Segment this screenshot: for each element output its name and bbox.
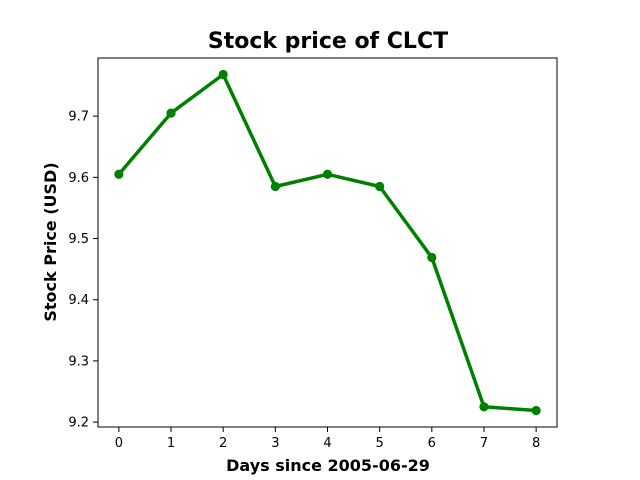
x-tick-label: 3	[271, 436, 279, 451]
data-point	[218, 69, 228, 80]
x-tick-label: 4	[323, 436, 331, 451]
data-point	[166, 108, 176, 118]
data-point	[375, 181, 385, 192]
data-point	[479, 402, 489, 412]
x-tick-label: 7	[480, 436, 488, 451]
y-axis: 9.2 9.3 9.4 9.5 9.6 9.7	[68, 110, 98, 431]
x-tick-label: 5	[376, 436, 384, 451]
x-axis-label: Days since 2005-06-29	[226, 456, 430, 475]
y-tick-label: 9.2	[68, 416, 89, 431]
y-tick-label: 9.5	[68, 232, 89, 247]
x-tick-label: 2	[219, 436, 227, 451]
y-tick-label: 9.7	[68, 110, 89, 125]
x-tick-label: 8	[532, 436, 540, 451]
series-layer	[114, 69, 541, 416]
y-tick-label: 9.4	[68, 293, 89, 308]
chart-title: Stock price of CLCT	[208, 29, 448, 54]
x-tick-label: 1	[167, 436, 175, 451]
plot-area	[97, 57, 558, 428]
data-point	[322, 169, 333, 179]
y-axis-label: Stock Price (USD)	[41, 162, 60, 321]
x-tick-label: 0	[115, 436, 123, 451]
data-point	[427, 252, 437, 263]
y-tick-label: 9.3	[68, 354, 89, 369]
y-tick-label: 9.6	[68, 171, 89, 186]
x-tick-label: 6	[428, 436, 436, 451]
x-axis: 0 1 2 3 4 5 6 7 8	[115, 427, 540, 451]
data-point	[114, 169, 124, 179]
data-point	[531, 405, 541, 416]
data-point	[270, 181, 280, 192]
